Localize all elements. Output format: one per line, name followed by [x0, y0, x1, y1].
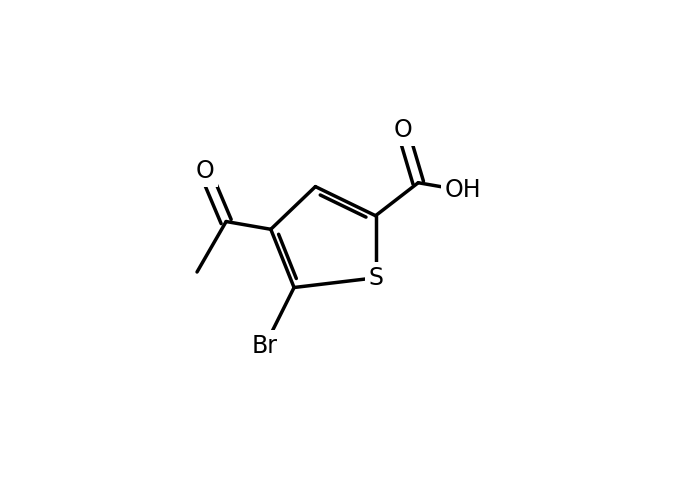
Text: Br: Br: [252, 334, 278, 358]
Text: OH: OH: [445, 178, 481, 203]
Text: O: O: [195, 159, 214, 183]
Text: S: S: [368, 266, 383, 290]
Text: O: O: [393, 118, 412, 142]
